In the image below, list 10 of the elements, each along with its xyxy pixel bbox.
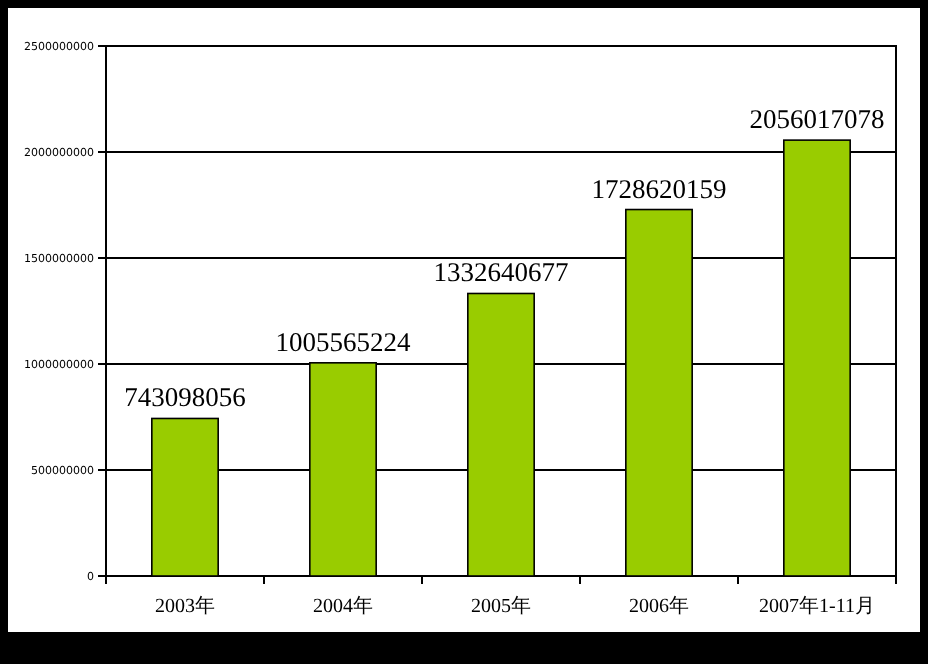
data-label: 1332640677 bbox=[433, 257, 569, 288]
x-tick-label: 2006年 bbox=[629, 594, 689, 618]
x-tick-label: 2004年 bbox=[313, 594, 373, 618]
data-label: 2056017078 bbox=[749, 104, 885, 135]
data-label: 743098056 bbox=[124, 382, 247, 413]
data-label: 1728620159 bbox=[591, 173, 727, 204]
x-tick-label: 2003年 bbox=[155, 594, 215, 618]
x-tick-label: 2005年 bbox=[471, 594, 531, 618]
x-tick-label: 2007年1-11月 bbox=[759, 594, 875, 618]
data-label: 1005565224 bbox=[275, 326, 411, 357]
